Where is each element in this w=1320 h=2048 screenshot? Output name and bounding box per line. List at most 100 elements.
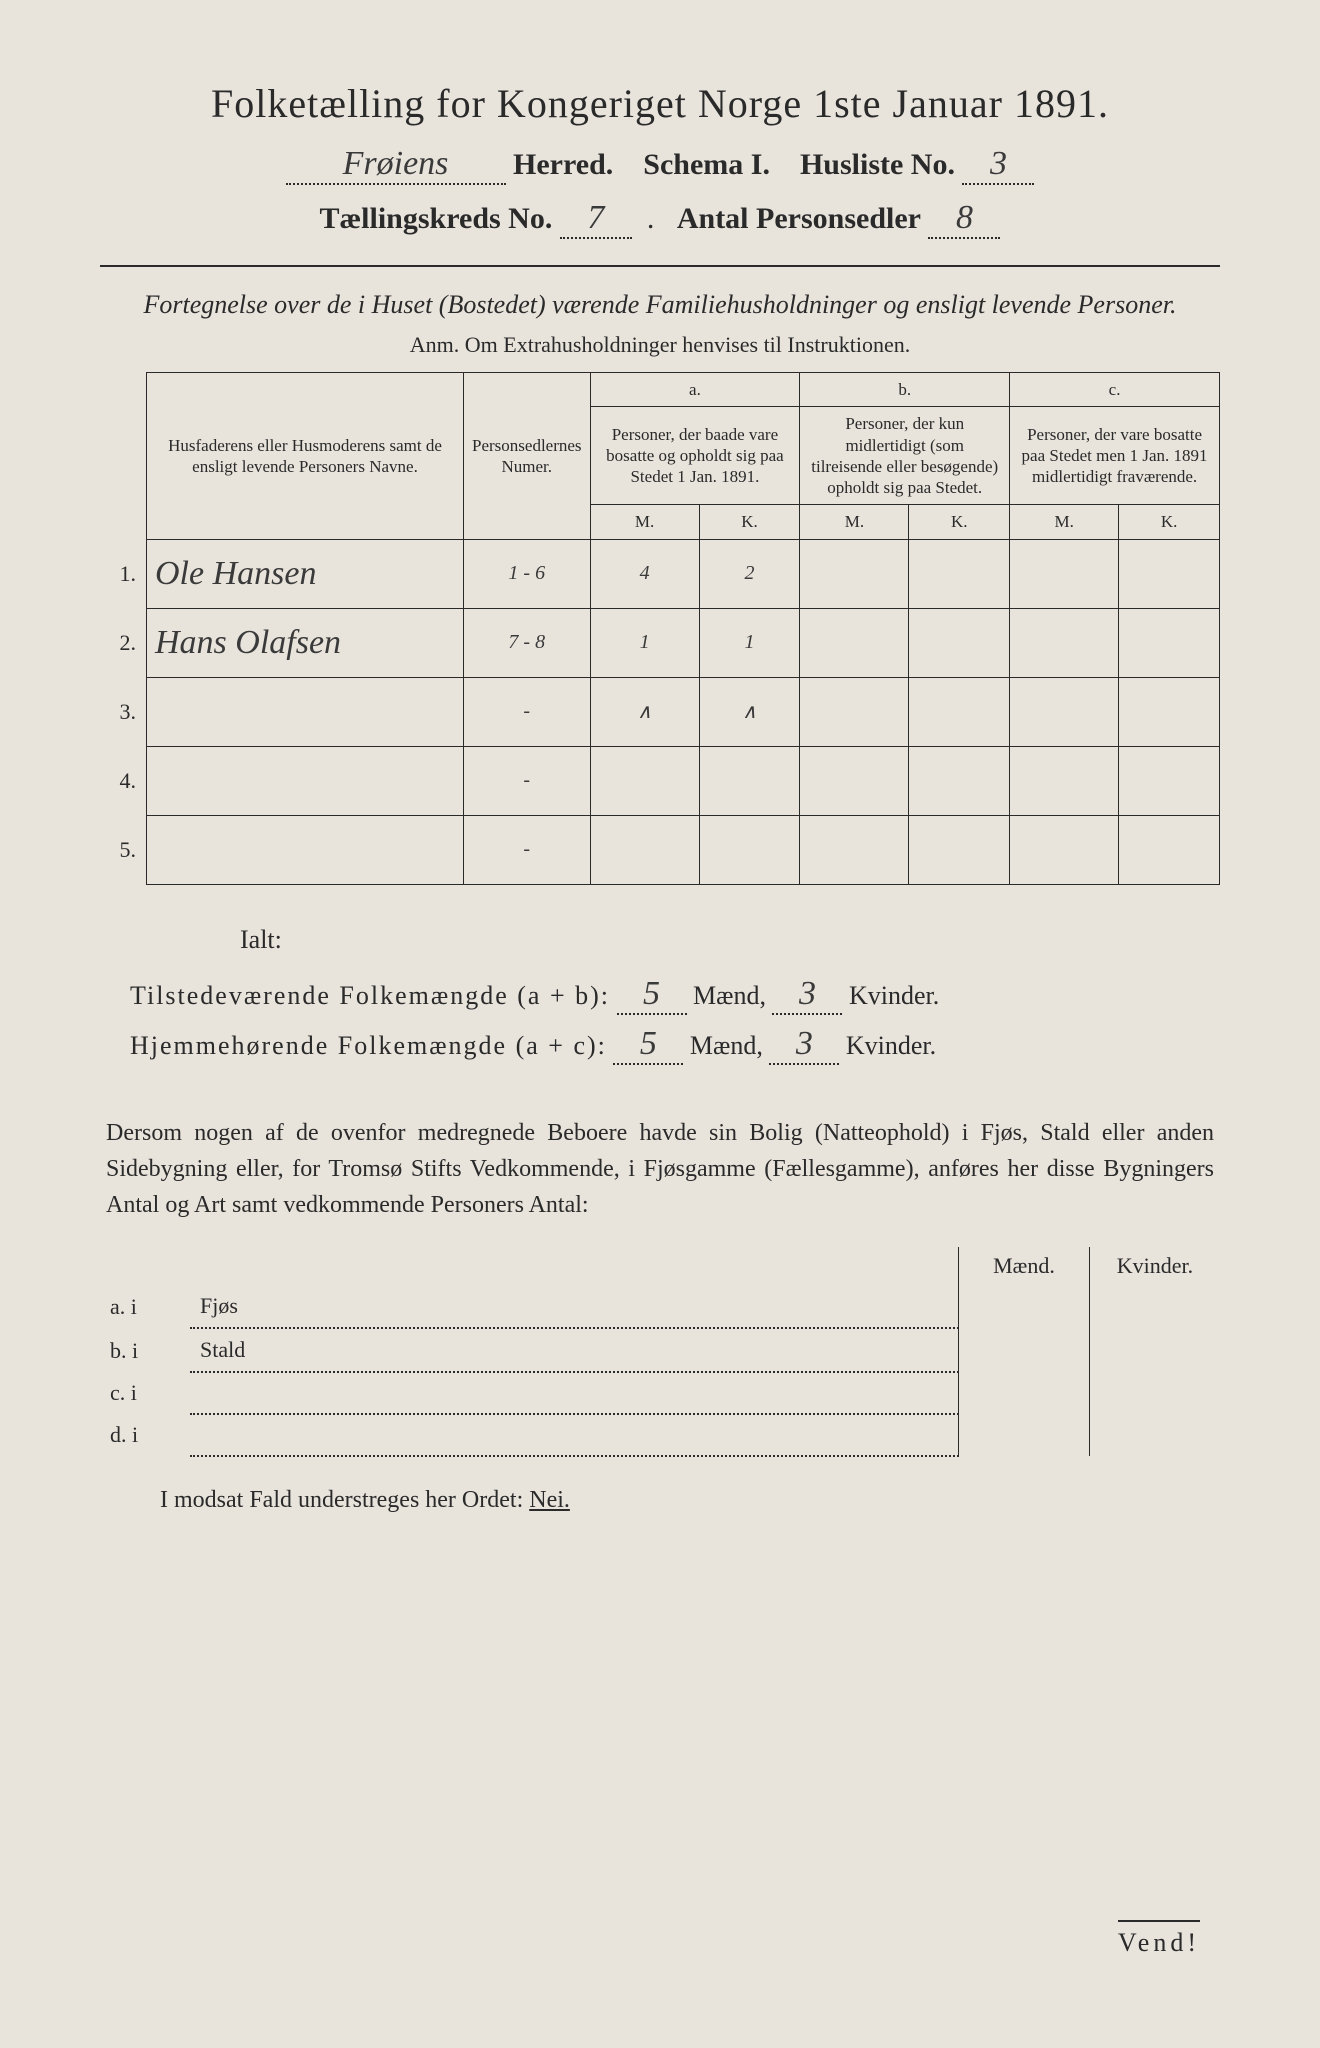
row-sedler: 1 - 6 <box>464 539 591 608</box>
row-aK: ∧ <box>699 677 800 746</box>
kreds-label: Tællingskreds No. <box>320 202 553 235</box>
side-row-type: Stald <box>200 1337 245 1362</box>
row-aM: ∧ <box>590 677 699 746</box>
hjemme-line: Hjemmehørende Folkemængde (a + c): 5 Mæn… <box>130 1025 1220 1065</box>
antal-label: Antal Personsedler <box>677 202 921 235</box>
row-num: 3. <box>100 677 147 746</box>
tilstede-line: Tilstedeværende Folkemængde (a + b): 5 M… <box>130 975 1220 1015</box>
row-bK <box>909 539 1010 608</box>
row-bK <box>909 608 1010 677</box>
kvinder-label: Kvinder. <box>846 1031 936 1060</box>
household-table: Husfaderens eller Husmoderens samt de en… <box>100 372 1220 885</box>
col-c-header: Personer, der vare bosatte paa Stedet me… <box>1010 407 1220 505</box>
row-sedler: - <box>464 677 591 746</box>
side-row: b. i Stald <box>100 1328 1220 1372</box>
side-row-label: b. i <box>100 1328 190 1372</box>
divider <box>100 265 1220 267</box>
row-bM <box>800 608 909 677</box>
col-b-header: Personer, der kun midlertidigt (som tilr… <box>800 407 1010 505</box>
col-b-label: b. <box>800 373 1010 407</box>
row-cK <box>1119 608 1220 677</box>
row-cK <box>1119 815 1220 884</box>
row-cK <box>1119 677 1220 746</box>
col-a-k: K. <box>699 505 800 539</box>
col-a-header: Personer, der baade vare bosatte og opho… <box>590 407 800 505</box>
row-aK: 2 <box>699 539 800 608</box>
col-names: Husfaderens eller Husmoderens samt de en… <box>147 373 464 540</box>
row-bM <box>800 677 909 746</box>
row-bK <box>909 746 1010 815</box>
kvinder-label: Kvinder. <box>849 981 939 1010</box>
row-num: 5. <box>100 815 147 884</box>
tilstede-label: Tilstedeværende Folkemængde (a + b): <box>130 981 610 1010</box>
side-row-label: c. i <box>100 1372 190 1414</box>
side-maend-header: Mænd. <box>959 1247 1090 1285</box>
page-title: Folketælling for Kongeriget Norge 1ste J… <box>100 80 1220 127</box>
col-b-m: M. <box>800 505 909 539</box>
row-bM <box>800 539 909 608</box>
maend-label: Mænd, <box>693 981 766 1010</box>
tilstede-m: 5 <box>617 975 687 1015</box>
side-row-type: Fjøs <box>200 1293 238 1318</box>
side-building-paragraph: Dersom nogen af de ovenfor medregnede Be… <box>106 1115 1214 1223</box>
row-aM <box>590 746 699 815</box>
hjemme-m: 5 <box>613 1025 683 1065</box>
row-bK <box>909 677 1010 746</box>
table-row: 2. Hans Olafsen 7 - 8 1 1 <box>100 608 1220 677</box>
side-row-label: d. i <box>100 1414 190 1456</box>
row-name: Ole Hansen <box>155 555 316 592</box>
table-row: 4. - <box>100 746 1220 815</box>
side-building-table: Mænd. Kvinder. a. i Fjøs b. i Stald c. i… <box>100 1247 1220 1457</box>
row-aK <box>699 815 800 884</box>
col-sedler: Personsedlernes Numer. <box>464 373 591 540</box>
row-cM <box>1010 746 1119 815</box>
nei-word: Nei. <box>529 1487 570 1513</box>
row-cK <box>1119 746 1220 815</box>
antal-value: 8 <box>928 199 1000 239</box>
col-c-label: c. <box>1010 373 1220 407</box>
row-cM <box>1010 608 1119 677</box>
row-aM <box>590 815 699 884</box>
hjemme-k: 3 <box>769 1025 839 1065</box>
herred-label: Herred. <box>513 148 613 181</box>
row-aK <box>699 746 800 815</box>
row-bM <box>800 815 909 884</box>
hjemme-label: Hjemmehørende Folkemængde (a + c): <box>130 1031 607 1060</box>
nei-text: I modsat Fald understreges her Ordet: <box>160 1487 529 1513</box>
row-cM <box>1010 539 1119 608</box>
header-line-2: Frøiens Herred. Schema I. Husliste No. 3 <box>100 145 1220 185</box>
row-num: 1. <box>100 539 147 608</box>
schema-label: Schema I. <box>643 148 770 181</box>
vend-label: Vend! <box>1118 1920 1200 1958</box>
row-cM <box>1010 815 1119 884</box>
row-aM: 4 <box>590 539 699 608</box>
side-kvinder-header: Kvinder. <box>1090 1247 1221 1285</box>
table-row: 5. - <box>100 815 1220 884</box>
row-cM <box>1010 677 1119 746</box>
side-row-label: a. i <box>100 1285 190 1328</box>
row-sedler: 7 - 8 <box>464 608 591 677</box>
side-row: d. i <box>100 1414 1220 1456</box>
row-num: 4. <box>100 746 147 815</box>
col-a-m: M. <box>590 505 699 539</box>
nei-line: I modsat Fald understreges her Ordet: Ne… <box>160 1487 1220 1514</box>
row-aM: 1 <box>590 608 699 677</box>
ialt-label: Ialt: <box>240 925 1220 955</box>
row-sedler: - <box>464 815 591 884</box>
side-row: a. i Fjøs <box>100 1285 1220 1328</box>
fortegnelse: Fortegnelse over de i Huset (Bostedet) v… <box>100 287 1220 322</box>
row-name: Hans Olafsen <box>155 624 341 661</box>
table-row: 3. - ∧ ∧ <box>100 677 1220 746</box>
row-cK <box>1119 539 1220 608</box>
row-bK <box>909 815 1010 884</box>
header-line-3: Tællingskreds No. 7 . Antal Personsedler… <box>100 199 1220 239</box>
row-sedler: - <box>464 746 591 815</box>
anm-note: Anm. Om Extrahusholdninger henvises til … <box>100 332 1220 358</box>
kreds-value: 7 <box>560 199 632 239</box>
maend-label: Mænd, <box>690 1031 763 1060</box>
row-bM <box>800 746 909 815</box>
col-a-label: a. <box>590 373 800 407</box>
table-row: 1. Ole Hansen 1 - 6 4 2 <box>100 539 1220 608</box>
row-num: 2. <box>100 608 147 677</box>
husliste-value: 3 <box>962 145 1034 185</box>
